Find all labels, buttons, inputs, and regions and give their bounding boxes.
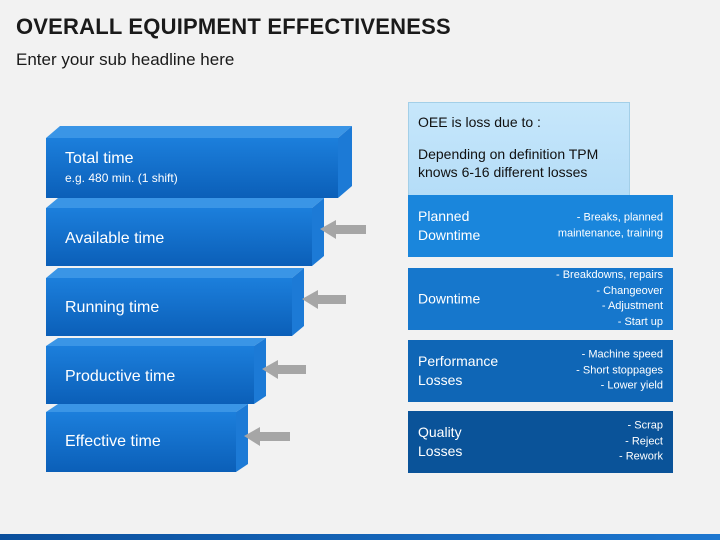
category-name: Planned Downtime xyxy=(418,208,481,243)
category-item: Lower yield xyxy=(576,379,663,395)
arrow-icon xyxy=(262,360,306,379)
stair-label-productive-time: Productive time xyxy=(65,368,176,385)
loss-info-line1: OEE is loss due to : xyxy=(418,114,541,130)
stair-block-available-time xyxy=(46,198,324,266)
loss-category-quality-losses: Quality Losses Scrap Reject Rework xyxy=(408,411,673,473)
category-item: Changeover xyxy=(556,283,663,299)
category-item: Machine speed xyxy=(576,348,663,364)
stair-block-effective-time xyxy=(46,404,248,472)
loss-info-line2: Depending on definition TPM knows 6-16 d… xyxy=(418,146,599,181)
loss-category-planned-downtime: Planned Downtime Breaks, planned mainten… xyxy=(408,195,673,257)
category-name: Downtime xyxy=(418,290,481,307)
stair-label-running-time: Running time xyxy=(65,299,160,316)
category-name: Quality Losses xyxy=(418,424,463,459)
arrow-icon xyxy=(244,427,290,446)
category-item: Rework xyxy=(619,450,663,466)
page-title: OVERALL EQUIPMENT EFFECTIVENESS xyxy=(16,14,451,39)
page-subtitle: Enter your sub headline here xyxy=(16,50,235,69)
bottom-accent-bar xyxy=(0,534,720,540)
category-item: Breakdowns, repairs xyxy=(556,268,663,284)
stair-label-effective-time: Effective time xyxy=(65,433,161,450)
loss-category-performance-losses: Performance Losses Machine speed Short s… xyxy=(408,340,673,402)
category-item: Reject xyxy=(619,434,663,450)
stair-block-total-time xyxy=(46,126,352,198)
category-item: Adjustment xyxy=(556,299,663,315)
stair-block-running-time xyxy=(46,268,304,336)
stair-sublabel-total-time: e.g. 480 min. (1 shift) xyxy=(65,171,178,186)
category-item: Scrap xyxy=(619,419,663,435)
category-item: Breaks, planned maintenance, training xyxy=(523,210,663,241)
category-name: Performance Losses xyxy=(418,353,499,388)
stair-block-productive-time xyxy=(46,338,266,404)
arrow-icon xyxy=(320,220,366,239)
category-item: Short stoppages xyxy=(576,363,663,379)
loss-category-downtime: Downtime Breakdowns, repairs Changeover … xyxy=(408,268,673,330)
category-item: Start up xyxy=(556,315,663,331)
loss-info-box: OEE is loss due to : Depending on defini… xyxy=(408,102,630,202)
stair-label-total-time: Total time e.g. 480 min. (1 shift) xyxy=(65,150,178,186)
arrow-icon xyxy=(302,290,346,309)
stair-label-available-time: Available time xyxy=(65,230,165,247)
